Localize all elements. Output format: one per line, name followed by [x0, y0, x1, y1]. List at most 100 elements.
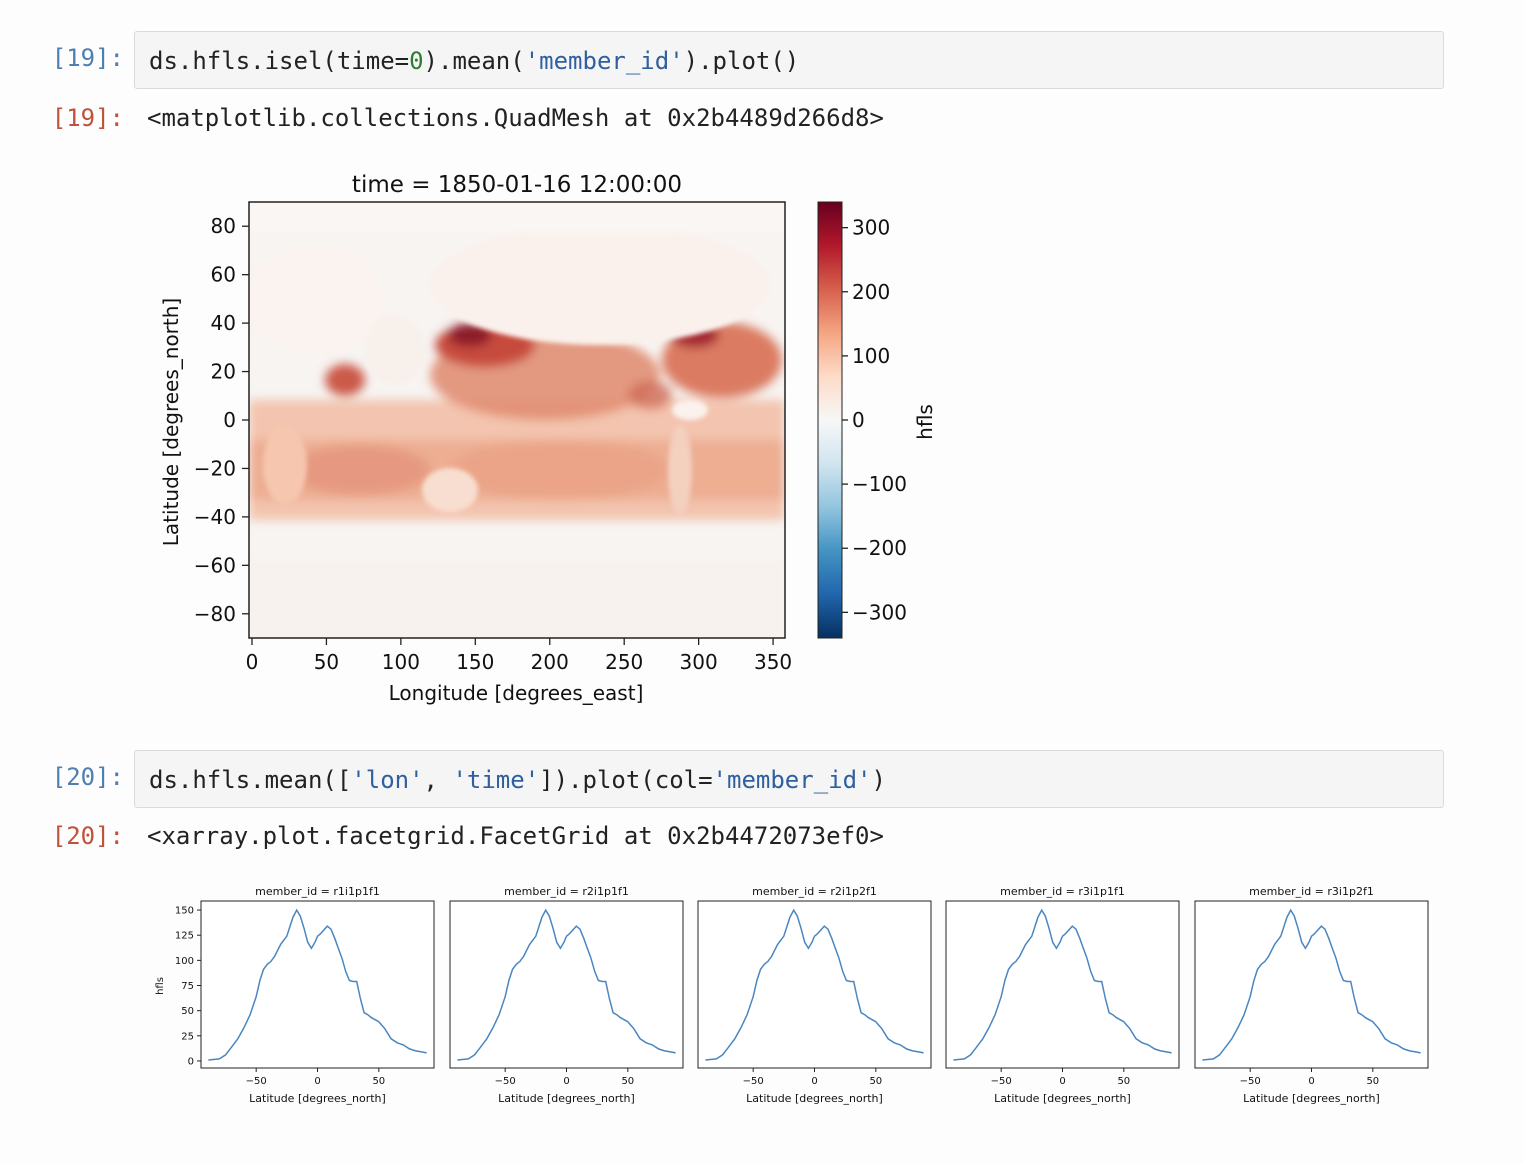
colorbar-tick-label: −100 — [852, 472, 907, 496]
x-tick-label: 50 — [1366, 1076, 1379, 1087]
series-line — [1202, 908, 1421, 1061]
series-line — [208, 908, 427, 1061]
colorbar-label: hfls — [913, 404, 937, 440]
y-tick-label: −40 — [194, 505, 236, 529]
y-tick-label: −60 — [194, 553, 236, 577]
code-part: ds.hfls.isel(time= — [149, 47, 410, 75]
x-tick-label: 50 — [621, 1076, 634, 1087]
x-tick-label: −50 — [495, 1076, 516, 1087]
y-tick-label: 100 — [175, 956, 194, 967]
x-tick-label: 0 — [1308, 1076, 1314, 1087]
y-tick-label: 75 — [181, 981, 194, 992]
facet-xlabel: Latitude [degrees_north] — [746, 1092, 883, 1105]
x-tick-label: 250 — [605, 650, 643, 674]
facet-panel-frame — [449, 900, 684, 1069]
facet-xlabel: Latitude [degrees_north] — [249, 1092, 386, 1105]
facet-xlabel: Latitude [degrees_north] — [498, 1092, 635, 1105]
colorbar-tick-label: 0 — [852, 408, 865, 432]
heatmap-title: time = 1850-01-16 12:00:00 — [352, 172, 682, 198]
code-cell-20[interactable]: ds.hfls.mean(['lon', 'time']).plot(col='… — [134, 750, 1444, 808]
heatmap-figure: time = 1850-01-16 12:00:00 — [159, 172, 937, 705]
y-tick-label: 40 — [211, 311, 236, 335]
code-part: ]).plot(col= — [539, 766, 713, 794]
y-tick-label: 25 — [181, 1031, 194, 1042]
x-tick-label: 50 — [372, 1076, 385, 1087]
facet-ylabel: hfls — [155, 977, 166, 995]
y-tick-label: 125 — [175, 931, 194, 942]
facet-xlabel: Latitude [degrees_north] — [1243, 1092, 1380, 1105]
output-prompt-20: [20]: — [51, 822, 124, 850]
heatmap-x-ticks: 0 50 100 150 200 250 300 350 — [246, 638, 792, 674]
input-prompt-20: [20]: — [51, 763, 124, 791]
x-tick-label: 0 — [246, 650, 259, 674]
facet-panel: member_id = r3i1p2f1 −50 0 50 Latitude [degr… — [1194, 885, 1429, 1105]
facet-grid-figure: hfls member_id = r1i1p1f1 −50 0 50 Latitude … — [155, 885, 1429, 1105]
code-string: 'member_id' — [524, 47, 684, 75]
colorbar-tick-label: −300 — [852, 600, 907, 624]
y-tick-label: 0 — [223, 408, 236, 432]
x-tick-label: 100 — [382, 650, 420, 674]
y-tick-label: −80 — [194, 602, 236, 626]
series-line — [705, 908, 924, 1061]
x-tick-label: −50 — [991, 1076, 1012, 1087]
y-tick-label: 20 — [211, 360, 236, 384]
facet-panel: member_id = r2i1p2f1 −50 0 50 Latitude [degr… — [697, 885, 932, 1105]
colorbar-tick-label: −200 — [852, 536, 907, 560]
code-number: 0 — [409, 47, 424, 75]
code-string: 'member_id' — [712, 766, 872, 794]
x-tick-label: 200 — [531, 650, 569, 674]
facet-panel: member_id = r1i1p1f1 −50 0 50 Latitude [degr… — [175, 885, 435, 1105]
x-tick-label: 50 — [869, 1076, 882, 1087]
colorbar-tick-label: 200 — [852, 280, 890, 304]
facet-panel-frame — [697, 900, 932, 1069]
code-part: ds.hfls.mean([ — [149, 766, 352, 794]
x-tick-label: 350 — [754, 650, 792, 674]
colorbar-ticks: −300 −200 −100 0 100 200 300 — [842, 216, 907, 624]
code-cell-19[interactable]: ds.hfls.isel(time=0).mean('member_id').p… — [134, 31, 1444, 89]
heatmap-field — [249, 202, 785, 638]
y-tick-label: 60 — [211, 263, 236, 287]
heatmap-y-ticks: −80 −60 −40 −20 0 20 40 60 80 — [194, 214, 249, 626]
code-part: ).mean( — [423, 47, 525, 75]
facet-panel: member_id = r2i1p1f1 −50 0 50 Latitude [degr… — [449, 885, 684, 1105]
output-prompt-19: [19]: — [51, 104, 124, 132]
colorbar — [817, 201, 843, 639]
y-tick-label: 50 — [181, 1006, 194, 1017]
x-tick-label: 50 — [314, 650, 339, 674]
y-tick-label: −20 — [194, 456, 236, 480]
x-tick-label: 0 — [1059, 1076, 1065, 1087]
x-tick-label: 150 — [456, 650, 494, 674]
facet-panel: member_id = r3i1p1f1 −50 0 50 Latitude [degr… — [945, 885, 1180, 1105]
x-tick-label: −50 — [743, 1076, 764, 1087]
x-tick-label: 0 — [314, 1076, 320, 1087]
colorbar-tick-label: 300 — [852, 216, 890, 240]
y-tick-label: 0 — [188, 1056, 194, 1067]
input-prompt-19: [19]: — [51, 44, 124, 72]
x-tick-label: 0 — [563, 1076, 569, 1087]
facet-panel-title: member_id = r1i1p1f1 — [255, 885, 380, 898]
code-part: ) — [871, 766, 886, 794]
colorbar-tick-label: 100 — [852, 344, 890, 368]
heatmap-ylabel: Latitude [degrees_north] — [159, 298, 183, 546]
heatmap-xlabel: Longitude [degrees_east] — [389, 681, 644, 705]
facet-panel-title: member_id = r2i1p2f1 — [752, 885, 877, 898]
code-string: 'lon' — [351, 766, 424, 794]
code-part: , — [423, 766, 453, 794]
x-tick-label: −50 — [1240, 1076, 1261, 1087]
code-string: 'time' — [452, 766, 540, 794]
code-part: ).plot() — [683, 47, 800, 75]
series-line — [953, 908, 1172, 1061]
x-tick-label: −50 — [246, 1076, 267, 1087]
facet-panel-title: member_id = r2i1p1f1 — [504, 885, 629, 898]
facet-panel-title: member_id = r3i1p1f1 — [1000, 885, 1125, 898]
x-tick-label: 300 — [680, 650, 718, 674]
facet-panel-frame — [945, 900, 1180, 1069]
facet-panel-title: member_id = r3i1p2f1 — [1249, 885, 1374, 898]
series-line — [457, 908, 676, 1061]
x-tick-label: 50 — [1117, 1076, 1130, 1087]
x-tick-label: 0 — [811, 1076, 817, 1087]
y-tick-label: 150 — [175, 906, 194, 917]
facet-xlabel: Latitude [degrees_north] — [994, 1092, 1131, 1105]
output-text-20: <xarray.plot.facetgrid.FacetGrid at 0x2b… — [147, 822, 884, 850]
facet-panel-frame — [1194, 900, 1429, 1069]
